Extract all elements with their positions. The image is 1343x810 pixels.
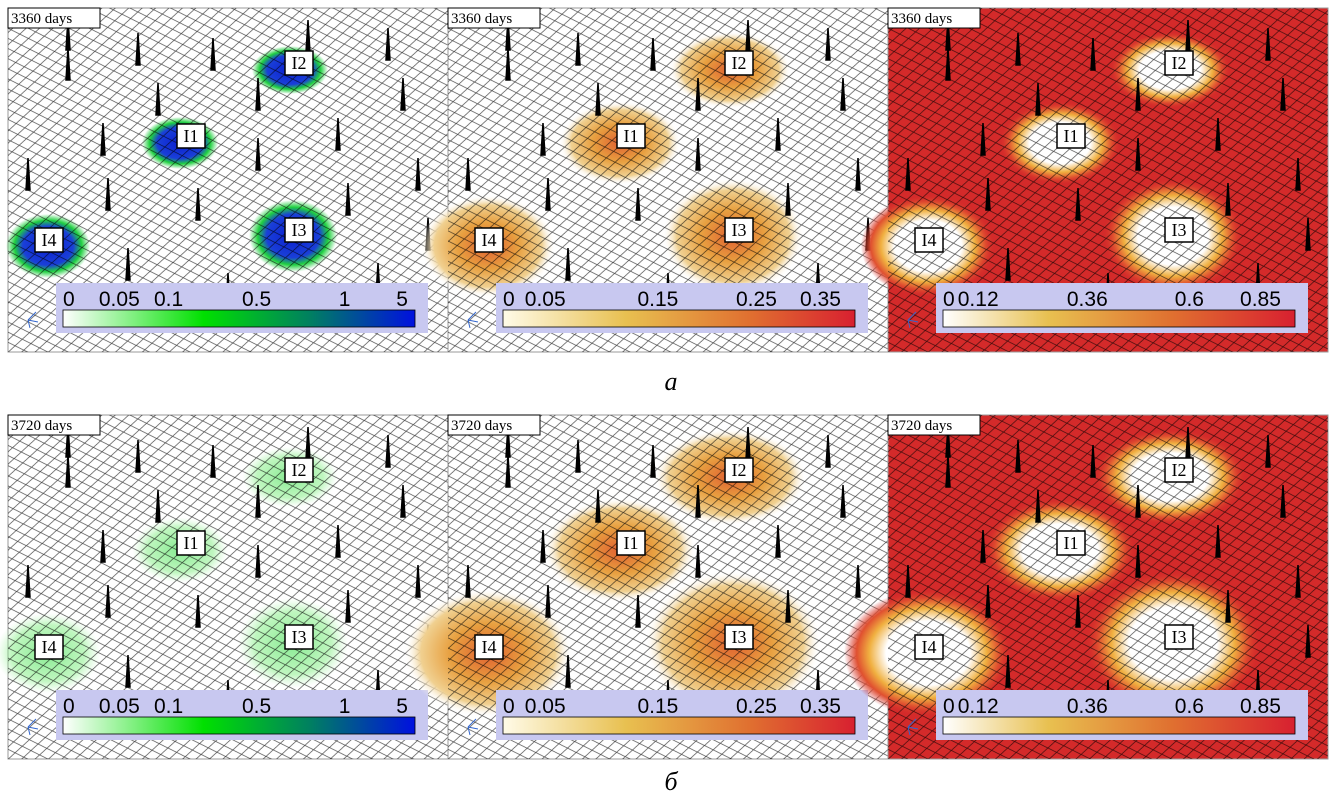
- colorbar-tick-label: 0: [943, 695, 955, 718]
- panel: 3360 days I1 I2 I3 I4 00.12 0.36 0.6 0.85: [861, 8, 1328, 352]
- time-label: 3360 days: [451, 11, 512, 27]
- colorbar-tick-label: 0: [63, 288, 75, 311]
- well-label: I3: [292, 627, 307, 647]
- well-label: I4: [42, 230, 57, 250]
- well-label: I3: [292, 220, 307, 240]
- panel: 3720 days I1 I2 I3 I4 0 0.05 0.1 0.5 1 5: [0, 415, 448, 759]
- time-label: 3360 days: [891, 11, 952, 27]
- colorbar-tick-label: 0.05: [525, 288, 566, 311]
- colorbar: [63, 717, 415, 734]
- well-label: I4: [482, 230, 497, 250]
- colorbar: [503, 717, 855, 734]
- colorbar-tick-label: 5: [396, 695, 408, 718]
- colorbar: [943, 310, 1295, 327]
- time-label: 3360 days: [11, 11, 72, 27]
- well-label: I4: [482, 637, 497, 657]
- colorbar-tick-label: 0.36: [1067, 695, 1108, 718]
- colorbar-tick-label: 0.05: [525, 695, 566, 718]
- row-label: б: [664, 767, 678, 796]
- colorbar-tick-label: 0.15: [637, 695, 678, 718]
- well-label: I3: [1172, 220, 1187, 240]
- figure: а3360 daysI1I2I3I400.050.10.5153360 days…: [0, 0, 1343, 810]
- colorbar: [503, 310, 855, 327]
- colorbar-tick-label: 0.25: [736, 695, 777, 718]
- colorbar-tick-label: 0.05: [99, 288, 140, 311]
- panel: 3720 days I1 I2 I3 I4 0 0.05 0.15 0.25 0.35: [404, 415, 888, 759]
- colorbar-tick-label: 0.5: [242, 695, 271, 718]
- well-label: I1: [1064, 126, 1079, 146]
- colorbar-tick-label: 0.1: [154, 288, 183, 311]
- colorbar-tick-label: 1: [339, 288, 351, 311]
- well-label: I2: [292, 53, 307, 73]
- well-label: I1: [624, 533, 639, 553]
- well-label: I1: [184, 126, 199, 146]
- colorbar-tick-label: 0.12: [958, 695, 999, 718]
- colorbar-tick-label: 1: [339, 695, 351, 718]
- well-label: I2: [732, 460, 747, 480]
- colorbar-tick-label: 0.85: [1240, 288, 1281, 311]
- colorbar-tick-label: 0.1: [154, 695, 183, 718]
- colorbar-tick-label: 0.12: [958, 288, 999, 311]
- colorbar-tick-label: 0: [503, 695, 515, 718]
- colorbar-tick-label: 0.25: [736, 288, 777, 311]
- page: а3360 daysI1I2I3I400.050.10.5153360 days…: [0, 0, 1343, 810]
- colorbar: [943, 717, 1295, 734]
- colorbar-tick-label: 0.35: [800, 288, 841, 311]
- well-label: I4: [922, 230, 937, 250]
- colorbar: [63, 310, 415, 327]
- colorbar-tick-label: 0.85: [1240, 695, 1281, 718]
- colorbar-tick-label: 0.05: [99, 695, 140, 718]
- colorbar-tick-label: 0.36: [1067, 288, 1108, 311]
- well-label: I4: [922, 637, 937, 657]
- time-label: 3720 days: [891, 418, 952, 434]
- panel: 3360 days I1 I2 I3 I4 0 0.05 0.1 0.5 1 5: [6, 8, 448, 352]
- well-label: I3: [1172, 627, 1187, 647]
- row-label: а: [665, 367, 678, 396]
- well-label: I1: [184, 533, 199, 553]
- well-label: I3: [732, 220, 747, 240]
- well-label: I2: [732, 53, 747, 73]
- well-label: I1: [1064, 533, 1079, 553]
- well-label: I1: [624, 126, 639, 146]
- colorbar-tick-label: 0: [63, 695, 75, 718]
- well-label: I2: [292, 460, 307, 480]
- well-label: I4: [42, 637, 57, 657]
- time-label: 3720 days: [11, 418, 72, 434]
- well-label: I3: [732, 627, 747, 647]
- colorbar-tick-label: 0: [503, 288, 515, 311]
- panel: 3360 days I1 I2 I3 I4 0 0.05 0.15 0.25 0.35: [421, 8, 888, 352]
- colorbar-tick-label: 0: [943, 288, 955, 311]
- colorbar-tick-label: 0.15: [637, 288, 678, 311]
- colorbar-tick-label: 0.35: [800, 695, 841, 718]
- colorbar-tick-label: 5: [396, 288, 408, 311]
- colorbar-tick-label: 0.6: [1175, 695, 1204, 718]
- colorbar-tick-label: 0.6: [1175, 288, 1204, 311]
- well-label: I2: [1172, 53, 1187, 73]
- time-label: 3720 days: [451, 418, 512, 434]
- well-label: I2: [1172, 460, 1187, 480]
- colorbar-tick-label: 0.5: [242, 288, 271, 311]
